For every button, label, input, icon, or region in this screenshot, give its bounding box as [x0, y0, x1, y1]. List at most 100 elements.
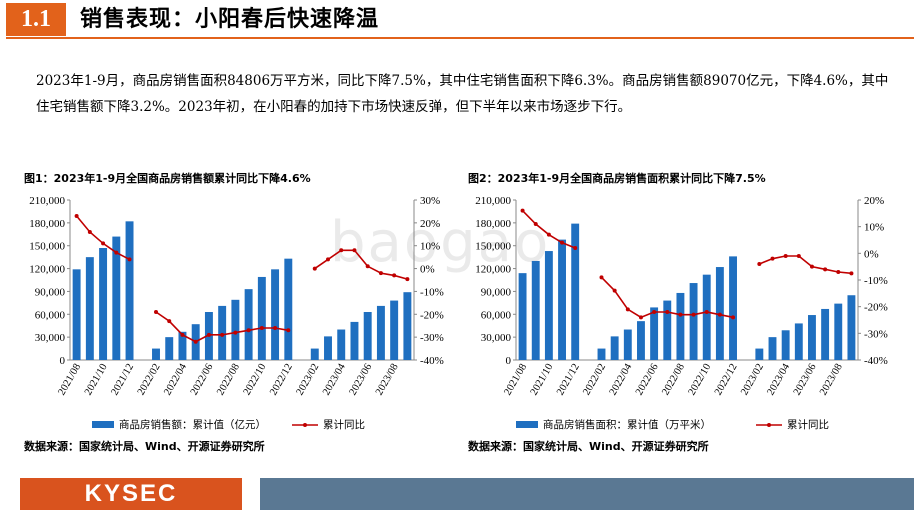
yoy-point	[154, 310, 158, 314]
yoy-point	[652, 310, 657, 314]
legend-bar-swatch	[92, 421, 114, 428]
sales-bar	[72, 269, 81, 360]
sales-bar	[558, 239, 566, 360]
x-axis-tick-label: 2021/08	[56, 362, 83, 397]
yoy-point	[704, 310, 709, 314]
kysec-logo: KYSEC	[20, 478, 242, 510]
sales-bar	[363, 312, 372, 360]
section-number: 1.1	[6, 3, 66, 36]
yoy-point	[259, 326, 264, 330]
sales-bar	[702, 274, 711, 360]
yoy-point	[392, 273, 397, 278]
left-axis-tick-label: 90,000	[35, 286, 66, 298]
left-axis-tick-label: 30,000	[481, 332, 512, 344]
sales-bar	[324, 336, 332, 360]
right-axis-tick-label: 0%	[420, 264, 435, 276]
legend-bar-label: 商品房销售额：累计值（亿元）	[119, 418, 266, 431]
x-axis-tick-label: 2021/12	[109, 362, 136, 397]
left-axis-tick-label: 0	[60, 355, 66, 367]
sales-bar	[231, 299, 240, 360]
sales-bar	[676, 292, 685, 360]
yoy-point	[731, 315, 736, 320]
chart-1-container: 图1：2023年1-9月全国商品房销售额累计同比下降4.6% 0 30,000 60…	[22, 168, 452, 458]
yoy-point	[193, 339, 198, 344]
x-axis-tick-label: 2021/10	[529, 362, 556, 397]
right-axis-tick-label: 10%	[420, 241, 440, 253]
page-title: 销售表现：小阳春后快速降温	[80, 7, 380, 32]
yoy-point	[560, 240, 565, 245]
legend-line-marker	[767, 423, 771, 427]
x-axis-tick-label: 2022/04	[162, 361, 189, 397]
yoy-point	[809, 264, 814, 269]
x-axis-tick-label: 2023/08	[374, 362, 401, 397]
left-axis-tick-label: 180,000	[29, 218, 65, 230]
chart-1-source: 数据来源：国家统计局、Wind、开源证券研究所	[24, 440, 265, 453]
sales-bar	[781, 330, 790, 360]
sales-bar	[390, 300, 399, 360]
yoy-point	[625, 307, 630, 312]
yoy-point	[849, 271, 854, 276]
sales-bar	[610, 336, 619, 360]
x-axis-tick-label: 2021/08	[502, 362, 529, 397]
x-axis-tick-label: 2021/12	[555, 362, 582, 397]
sales-bar	[729, 256, 737, 360]
yoy-point	[246, 328, 251, 333]
sales-bar	[125, 221, 134, 360]
right-axis-tick-label: -40%	[864, 355, 888, 367]
yoy-point	[339, 248, 344, 253]
x-axis-tick-label: 2022/08	[660, 362, 687, 397]
left-axis-tick-label: 30,000	[35, 332, 66, 344]
yoy-point	[352, 248, 357, 253]
yoy-point	[573, 246, 578, 250]
right-axis-tick-label: 10%	[864, 222, 884, 234]
right-axis-tick-label: -10%	[864, 275, 888, 287]
x-axis-tick-label: 2023/08	[818, 362, 845, 397]
x-axis-tick-label: 2022/06	[189, 362, 216, 397]
x-axis-tick-label: 2022/08	[215, 362, 242, 397]
left-axis-tick-label: 120,000	[475, 264, 511, 276]
left-axis-tick-label: 180,000	[475, 218, 511, 230]
yoy-point	[180, 332, 185, 337]
yoy-point	[365, 264, 370, 269]
chart-2-title: 图2：2023年1-9月全国商品房销售面积累计同比下降7.5%	[468, 172, 766, 185]
x-axis-tick-label: 2023/02	[295, 362, 322, 397]
sales-bar	[99, 248, 108, 360]
sales-bar	[821, 308, 830, 360]
chart-2-svg: 0 30,000 60,000 90,000 120,000 150,000 180,000…	[475, 195, 888, 431]
sales-bar	[178, 331, 187, 360]
yoy-point	[520, 208, 525, 213]
yoy-line-series	[314, 249, 408, 280]
sales-bar	[244, 289, 253, 360]
x-axis-tick-label: 2022/06	[634, 362, 661, 397]
sales-bar	[337, 329, 346, 360]
sales-bar	[112, 236, 121, 360]
yoy-point	[678, 312, 683, 317]
header-divider	[6, 37, 914, 39]
chart-1-title: 图1：2023年1-9月全国商品房销售额累计同比下降4.6%	[24, 172, 311, 185]
sales-bar	[663, 300, 672, 360]
right-axis-tick-label: 20%	[420, 218, 440, 230]
right-axis-tick-label: -20%	[864, 302, 888, 314]
yoy-point	[546, 232, 551, 237]
chart-1-svg: 0 30,000 60,000 90,000 120,000 150,000 180,000…	[29, 195, 444, 431]
sales-bar	[847, 295, 856, 360]
right-axis-tick-label: 30%	[420, 195, 440, 207]
sales-bar	[623, 329, 632, 360]
yoy-point	[127, 257, 132, 262]
sales-bar	[403, 292, 412, 360]
chart-2-container: 图2：2023年1-9月全国商品房销售面积累计同比下降7.5% 0 30,000 6…	[466, 168, 896, 458]
yoy-point	[378, 271, 383, 276]
legend-bar-label: 商品房销售面积：累计值（万平米）	[543, 418, 711, 431]
x-axis-tick-label: 2022/02	[581, 362, 608, 397]
yoy-point	[167, 319, 172, 324]
yoy-point	[312, 266, 317, 271]
x-axis-tick-label: 2023/02	[739, 362, 766, 397]
yoy-point	[783, 254, 788, 258]
sales-bar	[689, 283, 698, 360]
yoy-point	[691, 312, 696, 317]
x-axis-tick-label: 2023/06	[792, 362, 819, 397]
yoy-point	[533, 222, 538, 226]
sales-bar	[571, 223, 580, 360]
yoy-point	[796, 254, 801, 258]
legend-line-marker	[303, 423, 307, 427]
